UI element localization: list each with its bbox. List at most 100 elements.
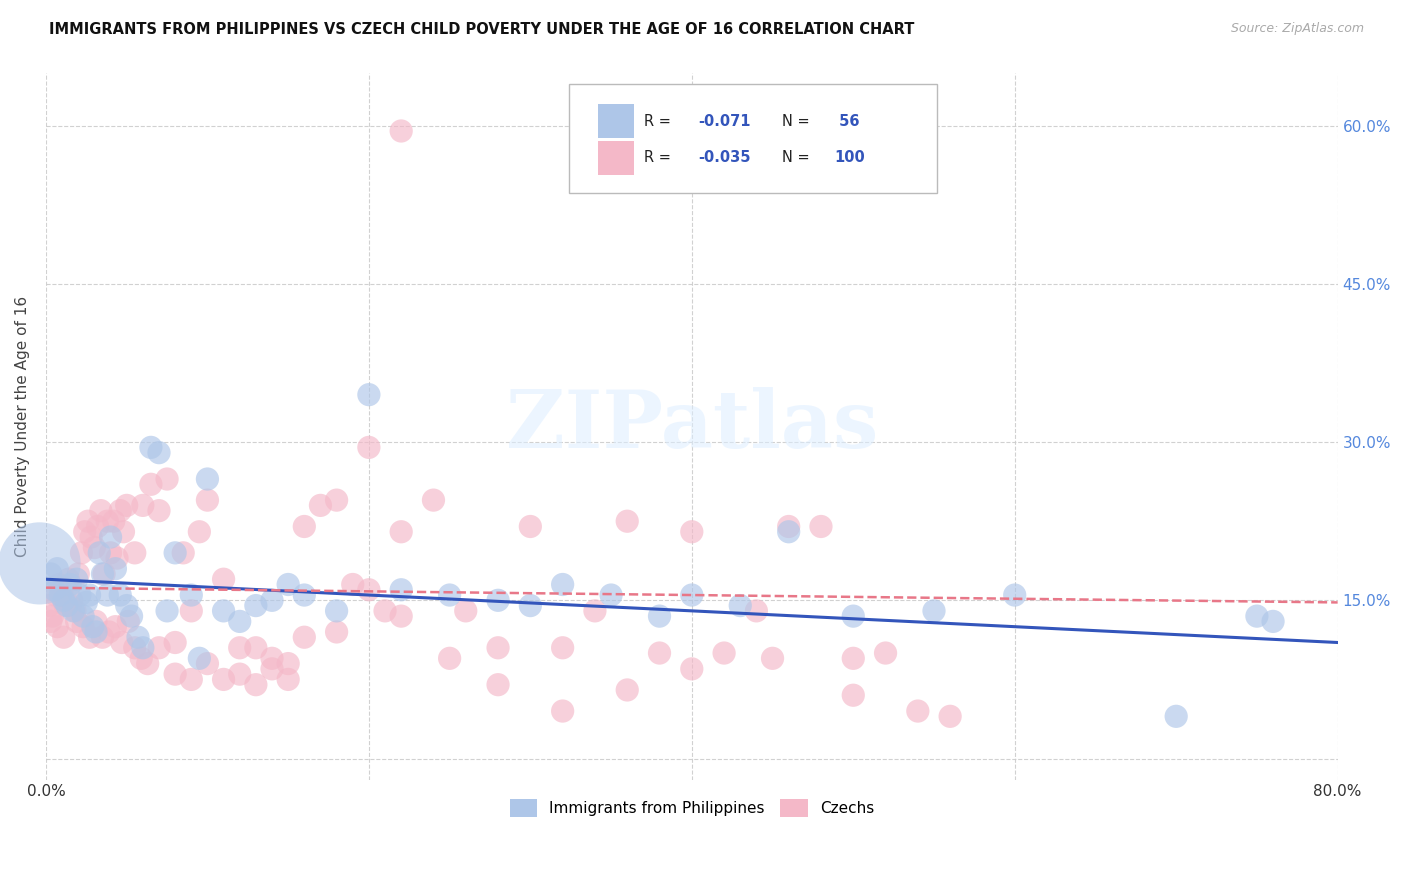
- Point: [389, 582, 412, 597]
- Point: [105, 551, 128, 566]
- Point: [66, 615, 89, 629]
- Point: [1166, 709, 1188, 723]
- Point: [132, 499, 155, 513]
- Text: N =: N =: [782, 113, 814, 128]
- Point: [77, 514, 100, 528]
- Point: [728, 599, 751, 613]
- Point: [148, 503, 170, 517]
- Point: [519, 519, 541, 533]
- Point: [86, 519, 108, 533]
- Point: [132, 640, 155, 655]
- Point: [82, 620, 104, 634]
- Point: [486, 593, 509, 607]
- Point: [681, 524, 703, 539]
- Point: [52, 593, 75, 607]
- Point: [129, 651, 152, 665]
- Point: [277, 673, 299, 687]
- Point: [761, 651, 783, 665]
- Point: [60, 593, 83, 607]
- Point: [228, 667, 250, 681]
- Point: [97, 624, 120, 639]
- Text: Source: ZipAtlas.com: Source: ZipAtlas.com: [1230, 22, 1364, 36]
- Point: [616, 514, 638, 528]
- Text: 56: 56: [834, 113, 859, 128]
- Point: [277, 577, 299, 591]
- Point: [228, 615, 250, 629]
- Point: [75, 595, 97, 609]
- Point: [165, 546, 187, 560]
- Text: IMMIGRANTS FROM PHILIPPINES VS CZECH CHILD POVERTY UNDER THE AGE OF 16 CORRELATI: IMMIGRANTS FROM PHILIPPINES VS CZECH CHI…: [49, 22, 914, 37]
- Point: [156, 472, 179, 486]
- Point: [486, 640, 509, 655]
- Point: [875, 646, 897, 660]
- Point: [83, 541, 105, 555]
- Point: [84, 615, 107, 629]
- Point: [713, 646, 735, 660]
- Point: [52, 630, 75, 644]
- Text: N =: N =: [782, 150, 814, 165]
- Point: [551, 577, 574, 591]
- Point: [79, 630, 101, 644]
- Point: [139, 477, 162, 491]
- Point: [42, 582, 65, 597]
- Point: [260, 662, 283, 676]
- Point: [778, 519, 800, 533]
- Point: [648, 609, 671, 624]
- Point: [197, 493, 219, 508]
- Point: [70, 546, 93, 560]
- Point: [810, 519, 832, 533]
- Point: [73, 524, 96, 539]
- Point: [48, 577, 70, 591]
- Point: [148, 640, 170, 655]
- Point: [45, 588, 67, 602]
- Point: [681, 662, 703, 676]
- Point: [842, 609, 865, 624]
- Point: [180, 588, 202, 602]
- Point: [49, 588, 72, 602]
- Point: [112, 524, 135, 539]
- Point: [91, 630, 114, 644]
- Point: [115, 499, 138, 513]
- FancyBboxPatch shape: [569, 84, 938, 193]
- Point: [648, 646, 671, 660]
- Point: [228, 640, 250, 655]
- Point: [89, 546, 111, 560]
- Point: [41, 609, 63, 624]
- Point: [389, 124, 412, 138]
- Point: [165, 635, 187, 649]
- Point: [127, 630, 149, 644]
- Text: 100: 100: [834, 150, 865, 165]
- Point: [104, 620, 127, 634]
- Point: [1246, 609, 1268, 624]
- Point: [53, 599, 76, 613]
- Point: [165, 667, 187, 681]
- Point: [59, 577, 82, 591]
- Point: [907, 704, 929, 718]
- Point: [110, 588, 132, 602]
- Point: [374, 604, 396, 618]
- Point: [325, 624, 347, 639]
- Point: [939, 709, 962, 723]
- Point: [69, 588, 91, 602]
- Point: [245, 678, 267, 692]
- Point: [46, 562, 69, 576]
- Point: [292, 588, 315, 602]
- Point: [842, 651, 865, 665]
- Point: [260, 593, 283, 607]
- Point: [325, 604, 347, 618]
- Point: [56, 599, 79, 613]
- Point: [91, 566, 114, 581]
- Point: [148, 445, 170, 459]
- Point: [342, 577, 364, 591]
- Point: [778, 524, 800, 539]
- Point: [46, 620, 69, 634]
- Point: [486, 678, 509, 692]
- Point: [103, 514, 125, 528]
- Point: [439, 651, 461, 665]
- Point: [745, 604, 768, 618]
- Point: [51, 588, 73, 602]
- Point: [357, 441, 380, 455]
- Point: [212, 604, 235, 618]
- Point: [616, 682, 638, 697]
- Point: [389, 524, 412, 539]
